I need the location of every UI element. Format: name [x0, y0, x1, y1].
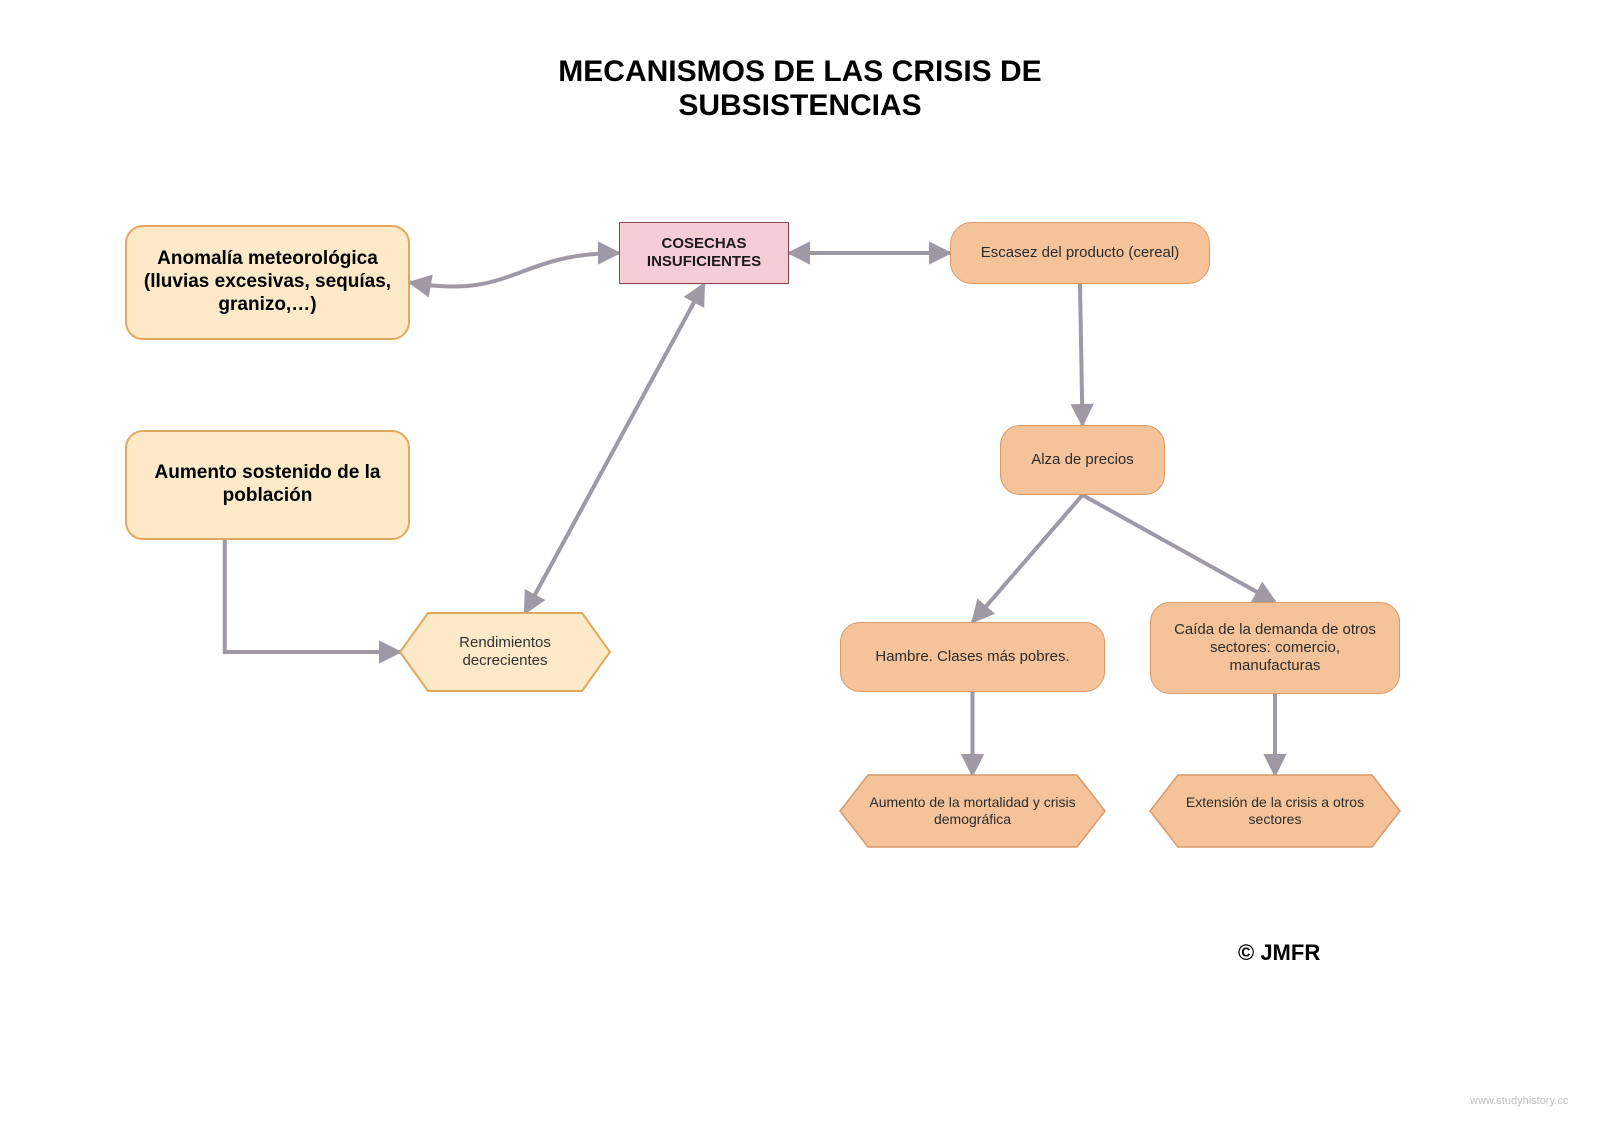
node-caida: Caída de la demanda de otros sectores: c… [1150, 602, 1400, 694]
node-escasez: Escasez del producto (cereal) [950, 222, 1210, 284]
diagram-title: MECANISMOS DE LAS CRISIS DE SUBSISTENCIA… [0, 55, 1600, 123]
watermark-text: www.studyhistory.cc [1470, 1095, 1568, 1107]
node-mortalidad: Aumento de la mortalidad y crisis demogr… [840, 775, 1105, 847]
node-alza: Alza de precios [1000, 425, 1165, 495]
node-aumento: Aumento sostenido de la población [125, 430, 410, 540]
node-cosechas: COSECHAS INSUFICIENTES [619, 222, 789, 284]
node-extension: Extensión de la crisis a otros sectores [1150, 775, 1400, 847]
edges-layer [0, 0, 1600, 1132]
node-anomalia: Anomalía meteorológica (lluvias excesiva… [125, 225, 410, 340]
credit-text: © JMFR [1238, 940, 1320, 966]
node-hambre: Hambre. Clases más pobres. [840, 622, 1105, 692]
node-rendimientos: Rendimientos decrecientes [400, 613, 610, 691]
